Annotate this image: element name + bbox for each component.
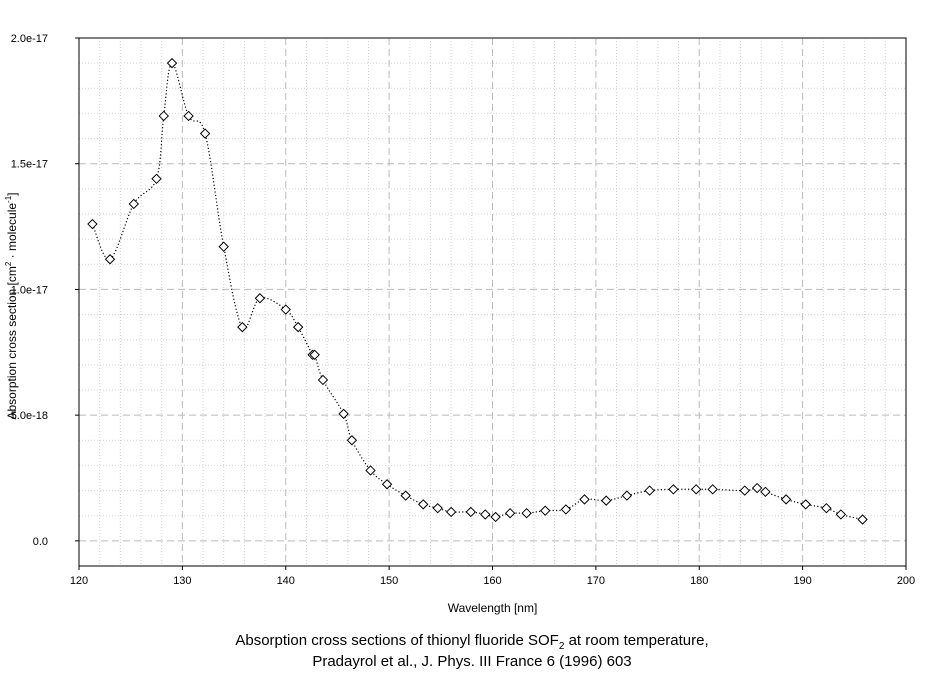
data-point [480, 509, 491, 520]
data-point [760, 486, 771, 498]
data-point [158, 110, 169, 122]
y-axis-label-sup: -1 [4, 195, 13, 203]
data-point [237, 321, 248, 333]
grid [79, 37, 906, 566]
y-tick-label: 1.5e-17 [11, 159, 48, 171]
caption-text: at room temperature, [564, 632, 709, 649]
data-point [400, 490, 411, 501]
y-tick-label: 5.0e-18 [11, 410, 48, 422]
caption-line-1: Absorption cross sections of thionyl flu… [0, 630, 944, 657]
data-point [668, 484, 679, 495]
y-axis-ticks: 0.0 5.0e-18 1.0e-17 1.5e-17 2.0e-17 [11, 33, 79, 548]
y-axis-label-part: ] [5, 192, 19, 195]
data-point [432, 502, 443, 514]
data-point [183, 110, 194, 122]
data-point [690, 484, 702, 495]
data-point [338, 408, 349, 420]
data-point [490, 511, 501, 523]
x-tick-label: 130 [173, 575, 191, 587]
data-point [857, 514, 868, 525]
data-point [346, 435, 358, 446]
data-point [317, 374, 329, 386]
data-point [521, 507, 532, 519]
data-point [365, 465, 376, 476]
data-point [579, 494, 590, 505]
y-tick-label: 1.0e-17 [11, 284, 48, 296]
data-point [504, 507, 516, 519]
data-point [621, 490, 633, 501]
data-point [292, 321, 304, 333]
x-tick-label: 200 [897, 575, 915, 587]
x-tick-label: 190 [793, 575, 811, 587]
data-point [601, 495, 612, 506]
x-tick-label: 140 [277, 575, 295, 587]
data-point [821, 502, 832, 514]
data-point [560, 504, 572, 515]
caption-subscript: 2 [558, 641, 565, 652]
series-markers [87, 57, 868, 525]
y-axis-label: Absorption cross section [cm2 · molecule… [4, 192, 19, 419]
x-axis-ticks: 120 130 140 150 160 170 180 190 200 [70, 566, 915, 587]
caption-line-2: Pradayrol et al., J. Phys. III France 6 … [312, 653, 632, 670]
data-point [835, 509, 847, 520]
caption-text: Absorption cross sections of thionyl flu… [235, 632, 559, 649]
data-point [199, 128, 211, 139]
data-point [128, 198, 139, 210]
data-point [218, 241, 229, 252]
y-axis-label-part: Absorption cross section [cm [5, 266, 19, 419]
x-tick-label: 170 [587, 575, 605, 587]
x-tick-label: 120 [70, 575, 88, 587]
x-axis-label: Wavelength [nm] [448, 601, 538, 615]
data-point [104, 254, 116, 265]
data-point [166, 57, 178, 69]
x-tick-label: 150 [380, 575, 398, 587]
data-point [445, 506, 457, 518]
data-point [254, 293, 266, 304]
data-point [309, 349, 320, 361]
data-point [739, 485, 750, 496]
data-point [465, 506, 476, 518]
y-tick-label: 2.0e-17 [11, 33, 48, 45]
data-point [800, 499, 811, 510]
y-axis-label-sup: 2 [4, 261, 13, 266]
x-tick-label: 180 [690, 575, 708, 587]
data-point [418, 499, 429, 510]
y-axis-label-part: · molecule [5, 203, 19, 262]
data-point [540, 505, 551, 516]
data-point [707, 484, 718, 495]
data-point [381, 479, 393, 490]
data-point [280, 304, 291, 315]
data-point [151, 173, 162, 185]
data-point [644, 485, 655, 496]
y-tick-label: 0.0 [33, 536, 48, 548]
data-point [87, 218, 98, 230]
data-point [780, 494, 792, 505]
x-tick-label: 160 [483, 575, 501, 587]
data-point [751, 482, 763, 494]
